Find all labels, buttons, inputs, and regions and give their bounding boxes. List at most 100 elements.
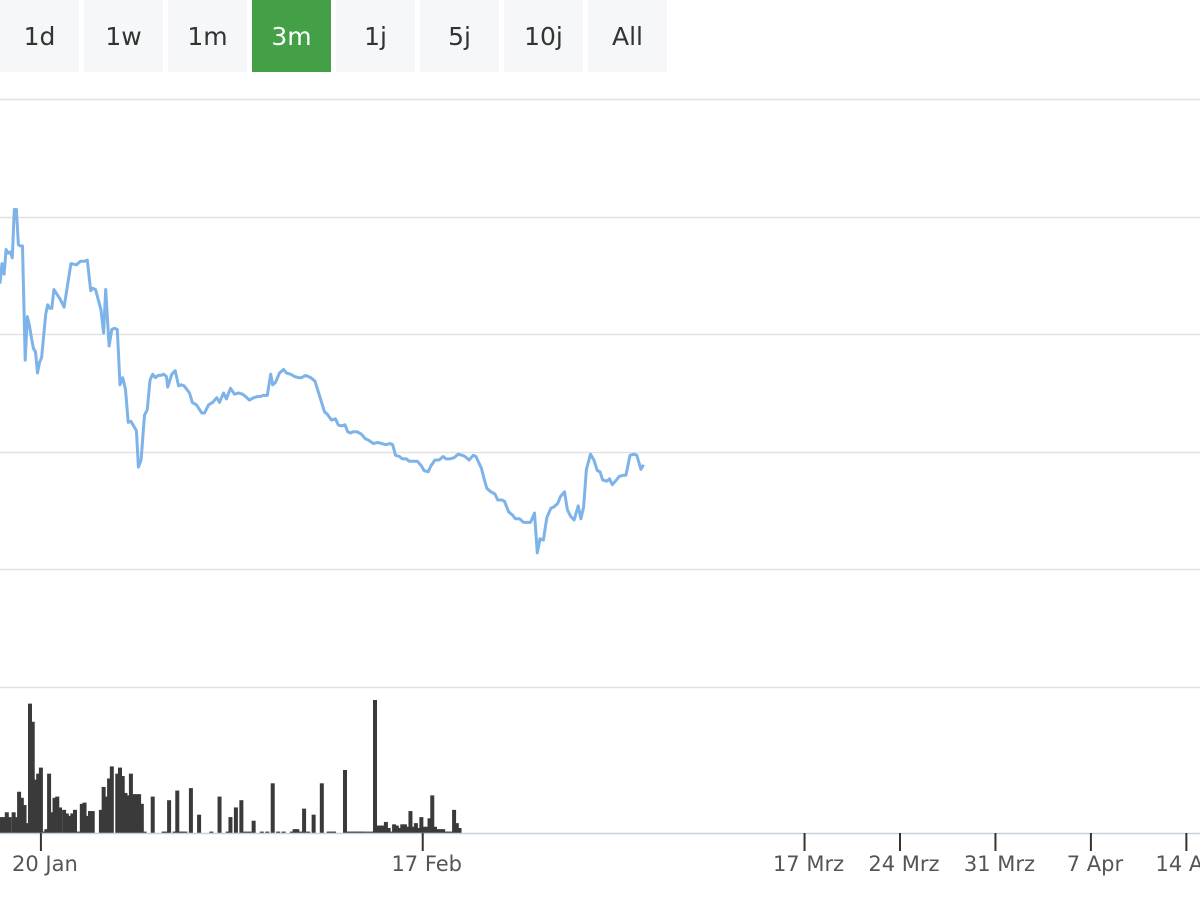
volume-bar: [109, 766, 114, 834]
volume-bar: [217, 796, 222, 834]
volume-bar: [47, 773, 52, 834]
volume-bar: [441, 829, 446, 834]
range-button-1j[interactable]: 1j: [336, 0, 415, 72]
volume-bar: [228, 817, 233, 834]
volume-bar: [311, 814, 316, 834]
volume-bar: [167, 800, 172, 834]
volume-bar: [44, 829, 49, 834]
volume-bar: [70, 813, 75, 834]
volume-bar: [58, 807, 62, 834]
volume-bar: [134, 794, 139, 834]
volume-bar: [375, 825, 380, 834]
volume-bar: [107, 778, 112, 834]
volume-bar: [397, 827, 402, 834]
volume-bar: [14, 817, 19, 834]
volume-bar: [98, 809, 103, 834]
volume-bar: [319, 783, 324, 834]
volume-bar: [378, 825, 383, 834]
volume-bar: [457, 827, 462, 834]
volume-bar: [11, 812, 16, 834]
volume-bar: [7, 817, 12, 834]
range-button-1d[interactable]: 1d: [0, 0, 79, 72]
volume-bar: [2, 817, 7, 834]
volume-bar: [123, 792, 128, 834]
volume-bar: [33, 779, 38, 834]
volume-bar: [118, 767, 122, 834]
volume-bar: [424, 826, 429, 834]
volume-bar: [413, 823, 418, 834]
range-button-10j[interactable]: 10j: [504, 0, 583, 72]
volume-bar: [381, 825, 386, 834]
volume-bar: [430, 795, 435, 834]
x-tick-label: 17 Mrz: [773, 852, 844, 876]
volume-bar: [411, 826, 416, 834]
range-button-1w[interactable]: 1w: [84, 0, 163, 72]
volume-bar: [150, 796, 155, 834]
volume-bar: [403, 824, 407, 834]
volume-bar: [49, 812, 54, 834]
volume-bar: [85, 815, 90, 834]
volume-bar: [137, 794, 142, 834]
x-tick-label: 7 Apr: [1067, 852, 1124, 876]
range-button-3m[interactable]: 3m: [252, 0, 331, 72]
volume-bar: [64, 813, 69, 834]
x-tick-label: 20 Jan: [12, 852, 78, 876]
x-axis: 20 Jan 17 Feb 17 Mrz 24 Mrz 31 Mrz 7 Apr 14 Ap…: [0, 832, 1200, 876]
x-tick-label: 14 Apr: [1155, 852, 1200, 876]
volume-bar: [394, 825, 399, 834]
volume-bar: [82, 802, 87, 834]
x-tick-label: 17 Feb: [391, 852, 462, 876]
volume-bar: [101, 786, 106, 834]
volume-bar: [30, 721, 35, 834]
volume-bar: [38, 767, 43, 834]
volume-bar: [139, 803, 144, 834]
volume-bar: [233, 807, 238, 834]
volume-bar: [55, 796, 60, 834]
volume-bar: [427, 818, 432, 834]
volume-bar: [67, 815, 72, 834]
volume-bar: [383, 821, 388, 834]
volume-bar: [0, 817, 4, 834]
volume-bar: [239, 800, 244, 834]
volume-bar: [17, 791, 22, 834]
volume-bar: [104, 796, 109, 834]
volume-bar: [120, 776, 125, 834]
volume-bar: [419, 817, 424, 834]
volume-bar: [131, 794, 136, 834]
volume-bar: [79, 803, 84, 834]
volume-bar: [175, 790, 180, 834]
price-line: [0, 208, 645, 555]
range-selector: 1d 1w 1m 3m 1j 5j 10j All: [0, 0, 1200, 72]
volume-bar: [386, 827, 391, 834]
volume-bar: [343, 770, 347, 834]
volume-bar: [90, 811, 95, 834]
range-button-1m[interactable]: 1m: [168, 0, 247, 72]
volume-bar: [73, 809, 77, 834]
volume-bar: [373, 700, 377, 834]
volume-bar: [28, 703, 32, 834]
volume-bar: [88, 811, 92, 834]
volume-bar: [128, 773, 133, 834]
volume-bar: [454, 823, 459, 834]
volume-bar: [270, 783, 275, 834]
volume-bar: [188, 788, 193, 834]
volume-bar: [452, 809, 457, 834]
volume-bar: [19, 797, 24, 834]
volume-bar: [251, 820, 256, 834]
volume-bar: [292, 829, 297, 834]
range-button-all[interactable]: All: [588, 0, 667, 72]
volume-bar: [416, 827, 421, 834]
volume-bar: [433, 826, 437, 834]
gridlines: [0, 98, 1200, 689]
volume-bar: [22, 805, 27, 834]
volume-bar: [392, 824, 397, 834]
volume-bar: [302, 808, 307, 834]
volume-bar: [295, 829, 300, 834]
range-button-5j[interactable]: 5j: [420, 0, 499, 72]
price-line-group: [0, 208, 645, 555]
volume-bar: [197, 814, 202, 834]
volume-bar: [4, 812, 9, 834]
volume-bar: [435, 829, 440, 834]
volume-bar: [422, 826, 427, 834]
